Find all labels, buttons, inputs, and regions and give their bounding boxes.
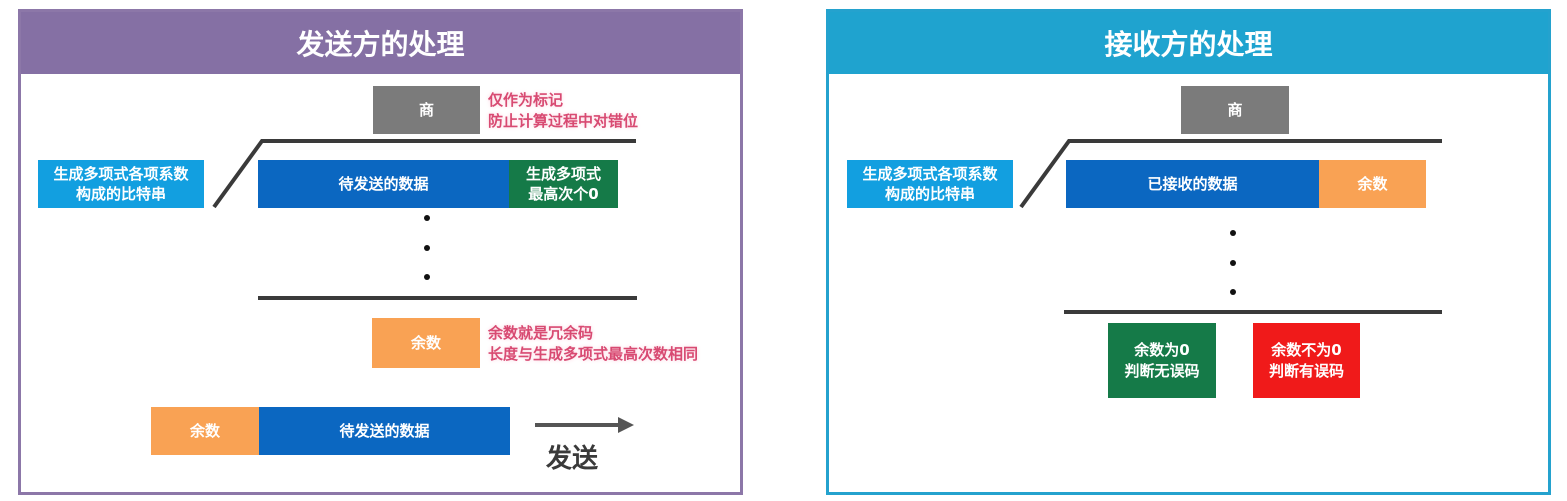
receiver-quotient-box: 商 [1181, 86, 1289, 134]
quotient-note-line-2: 防止计算过程中对错位 [488, 112, 639, 130]
result-error-box: 余数不为0 判断有误码 [1253, 323, 1360, 398]
receiver-data-box: 已接收的数据 [1066, 160, 1319, 208]
sender-generator-box: 生成多项式各项系数 构成的比特串 [38, 160, 204, 208]
receiver-title: 接收方的处理 [829, 12, 1548, 74]
receiver-generator-line-2: 构成的比特串 [884, 185, 975, 203]
receiver-ellipsis-dot [1230, 289, 1236, 295]
frame-remainder-box: 余数 [151, 407, 259, 455]
receiver-ellipsis-dot [1230, 260, 1236, 266]
frame-data-box: 待发送的数据 [259, 407, 510, 455]
receiver-remainder-box: 余数 [1319, 160, 1426, 208]
sender-zeros-box: 生成多项式 最高次个0 [509, 160, 618, 208]
sender-zeros-line-2: 最高次个0 [528, 185, 599, 203]
result-error-line-2: 判断有误码 [1268, 361, 1344, 380]
sender-ellipsis-dot [424, 274, 430, 280]
result-error-line-1: 余数不为0 [1271, 341, 1342, 360]
receiver-panel: 接收方的处理 [826, 9, 1551, 495]
sender-title: 发送方的处理 [21, 12, 740, 74]
sender-zeros-line-1: 生成多项式 [525, 164, 601, 183]
result-ok-box: 余数为0 判断无误码 [1108, 323, 1216, 398]
receiver-generator-line-1: 生成多项式各项系数 [862, 164, 998, 183]
sender-quotient-note: 仅作为标记 防止计算过程中对错位 [488, 90, 638, 132]
sender-generator-line-2: 构成的比特串 [75, 185, 166, 203]
sender-remainder-box: 余数 [372, 318, 480, 368]
sender-remainder-note: 余数就是冗余码 长度与生成多项式最高次数相同 [488, 323, 698, 365]
remainder-note-line-1: 余数就是冗余码 [488, 324, 594, 342]
receiver-ellipsis-dot [1230, 230, 1236, 236]
result-ok-line-2: 判断无误码 [1124, 361, 1200, 380]
quotient-note-line-1: 仅作为标记 [488, 91, 564, 109]
remainder-note-line-2: 长度与生成多项式最高次数相同 [488, 345, 699, 363]
receiver-generator-box: 生成多项式各项系数 构成的比特串 [847, 160, 1013, 208]
sender-ellipsis-dot [424, 215, 430, 221]
result-ok-line-1: 余数为0 [1134, 341, 1190, 360]
sender-data-box: 待发送的数据 [258, 160, 509, 208]
sender-quotient-box: 商 [373, 86, 480, 134]
sender-ellipsis-dot [424, 245, 430, 251]
sender-generator-line-1: 生成多项式各项系数 [53, 164, 189, 183]
send-label: 发送 [546, 444, 599, 474]
